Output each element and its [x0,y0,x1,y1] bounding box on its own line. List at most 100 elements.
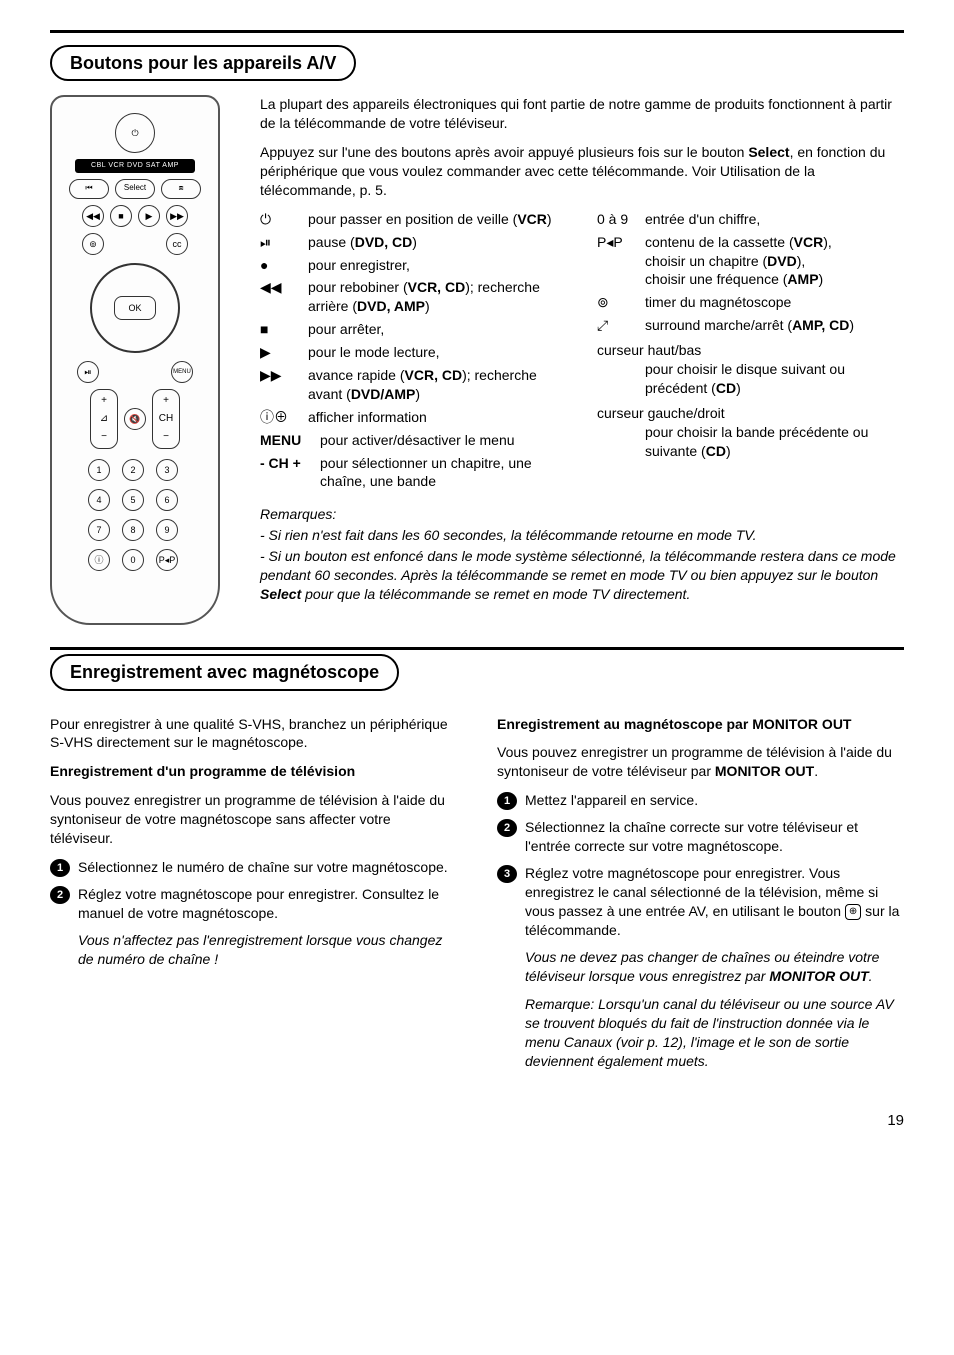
func-desc: pour passer en position de veille (VCR) [308,210,567,229]
func-desc: pour rebobiner (VCR, CD); recherche arri… [308,278,567,316]
num-4: 4 [88,489,110,511]
step-num-2: 2 [50,886,70,904]
num-8: 8 [122,519,144,541]
vol-pad: +⊿− [90,389,118,449]
func-symbol: ▶▶ [260,366,308,404]
func-desc: timer du magnétoscope [645,293,904,312]
device-strip: CBL VCR DVD SAT AMP [75,159,195,172]
func-row: ⏻pour passer en position de veille (VCR) [260,210,567,229]
remarques: Remarques: - Si rien n'est fait dans les… [260,505,904,603]
s2l-p1: Pour enregistrer à une qualité S-VHS, br… [50,715,457,753]
func-symbol: ⓘ⊕ [260,408,308,427]
func-row: 0 à 9entrée d'un chiffre, [597,210,904,229]
func-symbol: ⊚ [597,293,645,312]
func-desc: pause (DVD, CD) [308,233,567,252]
num-1: 1 [88,459,110,481]
func-row: ⤢surround marche/arrêt (AMP, CD) [597,316,904,335]
section1-title-wrap: Boutons pour les appareils A/V [50,45,904,95]
func-symbol: ◀◀ [260,278,308,316]
section1-layout: ⏻ CBL VCR DVD SAT AMP ⏮ Select ⧈ ◀◀ ■ ▶ … [50,95,904,625]
s2l-step2: 2 Réglez votre magnétoscope pour enregis… [50,885,457,923]
intro-p2: Appuyez sur l'une des boutons après avoi… [260,143,904,200]
remarques-label: Remarques: [260,505,904,524]
func-symbol: ⏯ [260,233,308,252]
stop-icon: ■ [110,205,132,227]
func-desc: pour choisir la bande précédente ou suiv… [597,423,904,461]
step-num-1b: 1 [497,792,517,810]
s2r-p1: Vous pouvez enregistrer un programme de … [497,743,904,781]
section2: Enregistrement avec magnétoscope Pour en… [50,647,904,1081]
num-3: 3 [156,459,178,481]
func-row: - CH +pour sélectionner un chapitre, une… [260,454,567,492]
s2r-note2: Remarque: Lorsqu'un canal du téléviseur … [525,995,904,1071]
section1-text: La plupart des appareils électroniques q… [260,95,904,625]
s2r-step3: 3 Réglez votre magnétoscope pour enregis… [497,864,904,940]
s2l-note: Vous n'affectez pas l'enregistrement lor… [78,931,457,969]
section1-title: Boutons pour les appareils A/V [50,45,356,81]
power-icon: ⏻ [115,113,155,153]
func-desc: pour activer/désactiver le menu [320,431,567,450]
func-row: ⊚timer du magnétoscope [597,293,904,312]
num-2: 2 [122,459,144,481]
func-desc: pour choisir le disque suivant ou précéd… [597,360,904,398]
section2-columns: Pour enregistrer à une qualité S-VHS, br… [50,715,904,1081]
func-desc: pour arrêter, [308,320,567,339]
s2r-note1: Vous ne devez pas changer de chaînes ou … [525,948,904,986]
func-symbol: ⏻ [260,210,308,229]
s2l-p2: Vous pouvez enregistrer un programme de … [50,791,457,848]
func-symbol: ■ [260,320,308,339]
func-row: ▶pour le mode lecture, [260,343,567,362]
func-symbol: ⤢ [597,316,645,335]
av-icon: ⊕ [845,904,861,920]
func-row: ▶▶avance rapide (VCR, CD); recherche ava… [260,366,567,404]
remarque-2: - Si un bouton est enfoncé dans le mode … [260,547,904,604]
pp-icon: P◂P [156,549,178,571]
num-7: 7 [88,519,110,541]
num-0: 0 [122,549,144,571]
select-button: Select [115,179,155,199]
remote-illustration: ⏻ CBL VCR DVD SAT AMP ⏮ Select ⧈ ◀◀ ■ ▶ … [50,95,220,625]
cc-icon: cc [166,233,188,255]
func-desc: contenu de la cassette (VCR),choisir un … [645,233,904,290]
func-desc: afficher information [308,408,567,427]
func-plain-head: curseur gauche/droit [597,404,904,423]
remarque-1: - Si rien n'est fait dans les 60 seconde… [260,526,904,545]
func-row: MENUpour activer/désactiver le menu [260,431,567,450]
section2-rule [50,647,904,650]
func-col-right: 0 à 9entrée d'un chiffre, P◂Pcontenu de l… [597,210,904,496]
num-5: 5 [122,489,144,511]
play-icon: ▶ [138,205,160,227]
func-symbol: ▶ [260,343,308,362]
func-symbol: P◂P [597,233,645,290]
timer-icon: ⊚ [82,233,104,255]
func-symbol: - CH + [260,454,320,492]
func-plain-head: curseur haut/bas [597,341,904,360]
menu-icon: MENU [171,361,193,383]
mute-icon: 🔇 [124,408,146,430]
intro-p1: La plupart des appareils électroniques q… [260,95,904,133]
num-6: 6 [156,489,178,511]
prev-button: ⏮ [69,179,109,199]
func-col-left: ⏻pour passer en position de veille (VCR)… [260,210,567,496]
intro: La plupart des appareils électroniques q… [260,95,904,199]
func-desc: avance rapide (VCR, CD); recherche avant… [308,366,567,404]
func-symbol: MENU [260,431,320,450]
nav-ring: OK [90,263,180,353]
step-num-2b: 2 [497,819,517,837]
step-num-3b: 3 [497,865,517,883]
func-symbol: ● [260,256,308,275]
s2r-step2: 2 Sélectionnez la chaîne correcte sur vo… [497,818,904,856]
step-num-1: 1 [50,859,70,877]
ch-pad: +CH− [152,389,180,449]
s2l-step1: 1 Sélectionnez le numéro de chaîne sur v… [50,858,457,877]
func-row: ◀◀pour rebobiner (VCR, CD); recherche ar… [260,278,567,316]
aspect-button: ⧈ [161,179,201,199]
func-desc: entrée d'un chiffre, [645,210,904,229]
num-9: 9 [156,519,178,541]
s2r-h1: Enregistrement au magnétoscope par MONIT… [497,715,904,734]
pause-icon: ⏯ [77,361,99,383]
s2r-step1: 1 Mettez l'appareil en service. [497,791,904,810]
func-desc: pour le mode lecture, [308,343,567,362]
s2l-h1: Enregistrement d'un programme de télévis… [50,762,457,781]
func-row: ⓘ⊕afficher information [260,408,567,427]
